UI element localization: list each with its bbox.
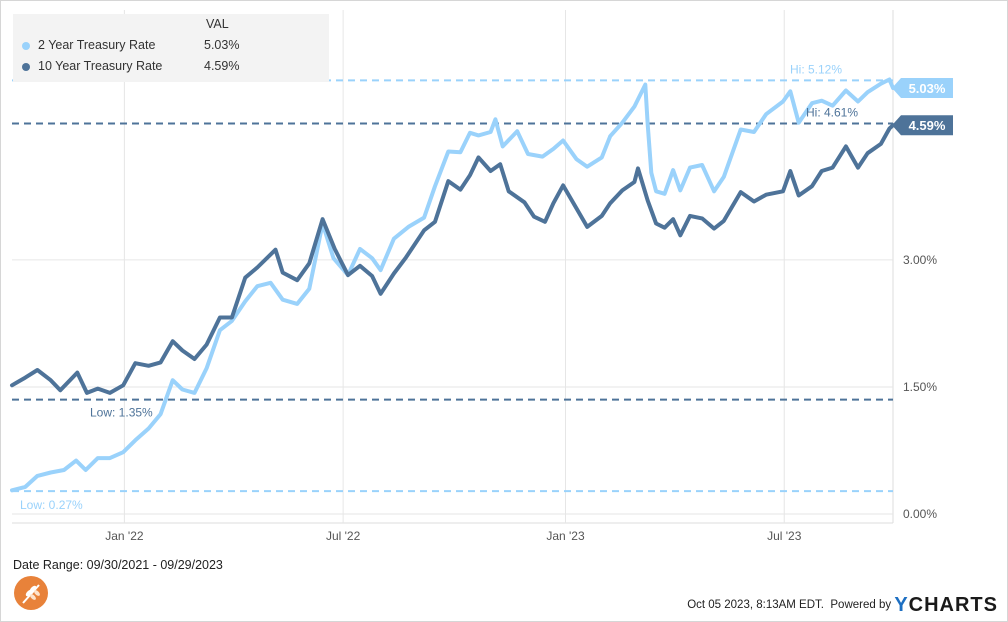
ycharts-logo-text: CHARTS <box>908 594 998 616</box>
hi-label-10yr: Hi: 4.61% <box>806 106 858 120</box>
powered-by: Powered by <box>830 599 892 611</box>
date-range: Date Range: 09/30/2021 - 09/29/2023 <box>13 558 223 572</box>
x-tick-label: Jul '23 <box>767 529 802 543</box>
y-tick-label: 1.50% <box>903 380 937 394</box>
hi-label-2yr: Hi: 5.12% <box>790 62 842 76</box>
timestamp: Oct 05 2023, 8:13AM EDT. <box>687 599 824 611</box>
legend-name: 10 Year Treasury Rate <box>38 59 163 73</box>
low-label-2yr: Low: 0.27% <box>20 498 83 512</box>
legend-header: VAL <box>206 17 229 31</box>
low-label-10yr: Low: 1.35% <box>90 406 153 420</box>
y-tick-label: 0.00% <box>903 507 937 521</box>
ycharts-logo[interactable]: YCHARTS <box>894 594 998 616</box>
footer: Oct 05 2023, 8:13AM EDT. Powered by YCHA… <box>687 594 998 617</box>
legend-value: 4.59% <box>204 59 240 73</box>
legend-name: 2 Year Treasury Rate <box>38 38 156 52</box>
x-tick-label: Jan '22 <box>105 529 144 543</box>
series-line-2yr <box>10 77 895 493</box>
x-tick-label: Jan '23 <box>546 529 585 543</box>
last-value-label: 5.03% <box>909 81 946 96</box>
ycharts-logo-y: Y <box>894 594 909 616</box>
wheat-logo-icon <box>14 576 48 610</box>
last-value-label: 4.59% <box>909 118 946 133</box>
legend-value: 5.03% <box>204 38 240 52</box>
legend-dot-icon <box>22 42 30 50</box>
last-value-badge-10yr <box>892 115 953 136</box>
y-tick-label: 3.00% <box>903 253 937 267</box>
x-tick-label: Jul '22 <box>326 529 361 543</box>
legend: VAL 2 Year Treasury Rate 5.03% 10 Year T… <box>13 14 329 82</box>
series-line-10yr <box>10 123 895 395</box>
legend-dot-icon <box>22 63 30 71</box>
last-value-badge-2yr <box>892 77 953 98</box>
